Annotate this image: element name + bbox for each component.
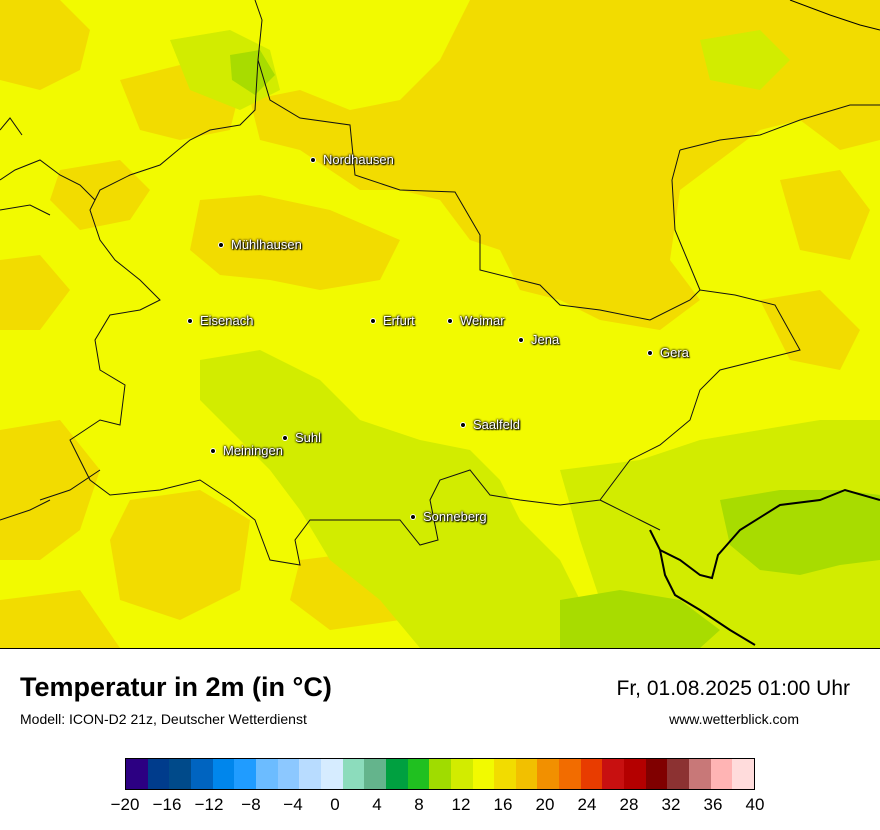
national-border: [649, 488, 880, 646]
city-dot: [282, 435, 288, 441]
legend-swatch: [580, 759, 603, 789]
legend-swatch: [559, 759, 581, 789]
city-dot: [460, 422, 466, 428]
legend-swatch: [515, 759, 538, 789]
legend-tick-label: −20: [110, 795, 140, 814]
field-16-18: [170, 30, 880, 648]
legend-tick-label: 28: [619, 795, 639, 814]
legend-swatch: [190, 759, 213, 789]
legend-swatch: [624, 759, 646, 789]
north-east-border: [789, 0, 880, 31]
city-dot: [218, 242, 224, 248]
legend-swatch: [537, 759, 560, 789]
legend-tick-label: 36: [703, 795, 723, 814]
model-subtitle: Modell: ICON-D2 21z, Deutscher Wetterdie…: [20, 711, 307, 727]
city-label: Mühlhausen: [231, 237, 302, 252]
city-dot: [187, 318, 193, 324]
legend-swatch: [234, 759, 256, 789]
legend-swatch: [429, 759, 451, 789]
city-label: Eisenach: [200, 313, 254, 328]
legend-swatch: [126, 759, 148, 789]
legend-swatch: [732, 759, 755, 789]
legend-tick-label: 4: [372, 795, 382, 814]
legend-tick-label: 12: [451, 795, 471, 814]
legend-swatch: [645, 759, 668, 789]
temperature-field: [0, 0, 880, 648]
legend-swatch: [472, 759, 495, 789]
legend-swatch: [689, 759, 711, 789]
legend-tick-label: 24: [577, 795, 597, 814]
field-14-16: [230, 50, 880, 648]
color-legend: [125, 758, 755, 790]
city-label: Suhl: [295, 430, 322, 445]
city-dot: [410, 514, 416, 520]
city-label: Nordhausen: [323, 152, 394, 167]
legend-swatch: [255, 759, 278, 789]
city-label: Meiningen: [223, 443, 283, 458]
legend-tick-label: 16: [493, 795, 513, 814]
legend-swatch: [299, 759, 321, 789]
legend-tick-label: 40: [745, 795, 765, 814]
temperature-map[interactable]: Nordhausen Mühlhausen Eisenach Erfurt We…: [0, 0, 880, 649]
legend-tick-label: −16: [152, 795, 182, 814]
legend-swatch: [342, 759, 365, 789]
city-label: Jena: [531, 332, 560, 347]
legend-swatch: [277, 759, 300, 789]
city-dot: [370, 318, 376, 324]
legend-swatch: [710, 759, 733, 789]
state-border: [0, 0, 880, 566]
legend-tick-label: 0: [330, 795, 340, 814]
legend-tick-label: −8: [241, 795, 261, 814]
legend-swatch: [407, 759, 430, 789]
legend-swatch: [147, 759, 170, 789]
forecast-datetime: Fr, 01.08.2025 01:00 Uhr: [616, 677, 851, 700]
city-dot: [210, 448, 216, 454]
legend-tick-label: −12: [194, 795, 224, 814]
city-label: Gera: [660, 345, 689, 360]
legend-ticks: −20 −16 −12 −8 −4 0 4 8 12 16 20 24 28 32 36 40: [111, 795, 765, 815]
city-dot: [647, 350, 653, 356]
city-label: Weimar: [460, 313, 505, 328]
city-dot: [447, 318, 453, 324]
legend-swatch: [494, 759, 516, 789]
city-label: Sonneberg: [423, 509, 487, 524]
map-title: Temperatur in 2m (in °C): [20, 672, 332, 702]
city-dot: [310, 157, 316, 163]
legend-tick-label: 8: [414, 795, 424, 814]
legend-swatch: [364, 759, 386, 789]
city-label: Saalfeld: [473, 417, 520, 432]
legend-swatch: [450, 759, 473, 789]
legend-swatch: [212, 759, 235, 789]
legend-tick-label: 32: [661, 795, 681, 814]
website-link[interactable]: www.wetterblick.com: [669, 711, 799, 727]
legend-swatch: [602, 759, 625, 789]
legend-swatch: [320, 759, 343, 789]
legend-swatch: [169, 759, 191, 789]
legend-tick-label: −4: [283, 795, 303, 814]
city-label: Erfurt: [383, 313, 415, 328]
legend-swatch: [385, 759, 408, 789]
legend-swatch: [667, 759, 690, 789]
legend-tick-label: 20: [535, 795, 555, 814]
city-dot: [518, 337, 524, 343]
